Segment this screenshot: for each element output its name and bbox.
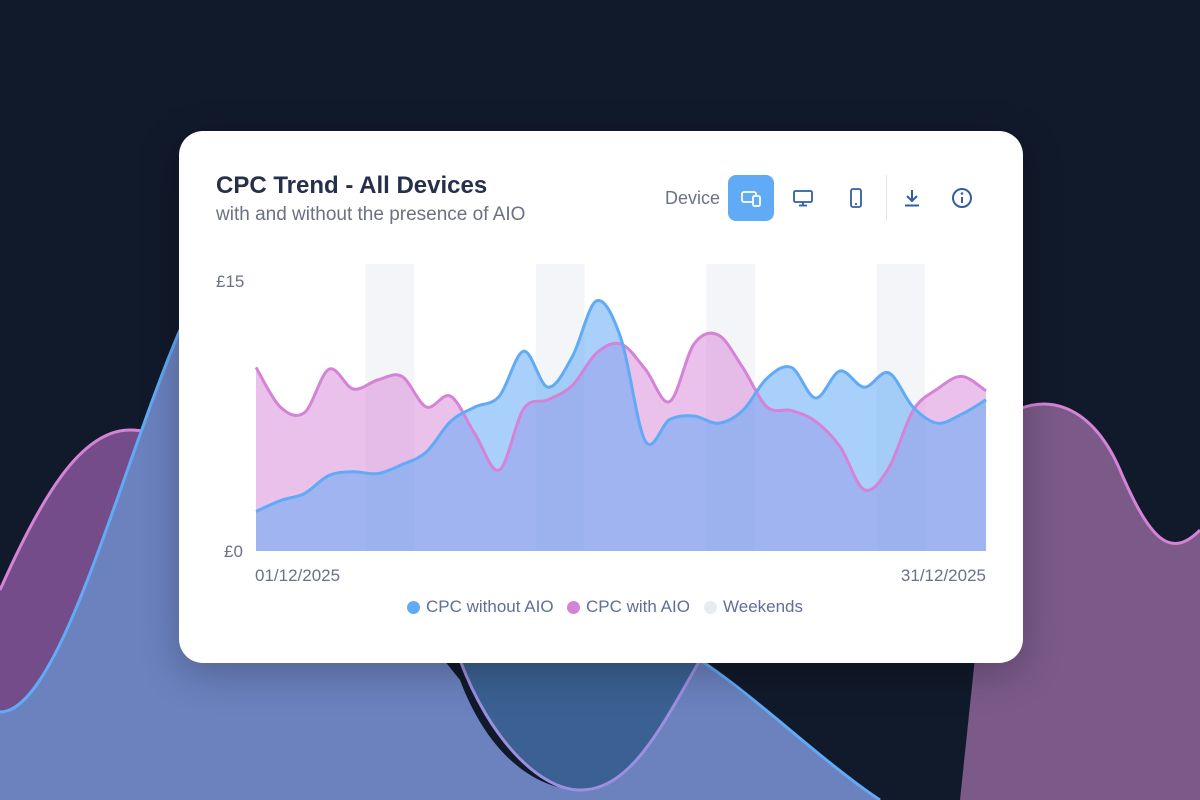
chart-title: CPC Trend - All Devices xyxy=(216,172,488,199)
bg-blue-line-right xyxy=(699,658,881,800)
legend-item-with-aio[interactable]: CPC with AIO xyxy=(567,596,690,618)
y-tick-max: £15 xyxy=(216,272,244,291)
bg-pink-line-right xyxy=(999,402,1200,545)
legend-item-weekends[interactable]: Weekends xyxy=(704,596,803,618)
download-icon xyxy=(905,190,919,207)
area-without-aio xyxy=(256,300,986,551)
device-label: Device xyxy=(665,188,721,208)
desktop-toggle[interactable] xyxy=(780,175,826,221)
legend-label-weekends: Weekends xyxy=(723,597,804,616)
info-icon xyxy=(952,188,972,208)
series-areas xyxy=(256,300,986,551)
cpc-trend-chart: £15 £0 01/12/2025 31/12/2025 xyxy=(216,264,987,585)
y-tick-min: £0 xyxy=(224,542,243,561)
download-button[interactable] xyxy=(889,175,935,221)
legend-label-without-aio: CPC without AIO xyxy=(426,597,554,616)
chart-subtitle: with and without the presence of AIO xyxy=(216,204,526,225)
all-devices-icon xyxy=(741,191,761,207)
legend-item-without-aio[interactable]: CPC without AIO xyxy=(407,596,554,618)
toolbar-divider xyxy=(886,175,887,221)
mobile-icon xyxy=(850,188,862,208)
mobile-toggle[interactable] xyxy=(833,175,879,221)
x-label-end: 31/12/2025 xyxy=(901,566,986,585)
series-lines xyxy=(254,299,987,513)
legend-dot-with-aio xyxy=(567,600,580,614)
x-label-start: 01/12/2025 xyxy=(255,566,340,585)
line-with-aio xyxy=(254,331,987,492)
legend-dot-without-aio xyxy=(407,600,420,614)
all-devices-toggle[interactable] xyxy=(728,175,774,221)
bg-blue-line xyxy=(0,329,182,714)
line-without-aio xyxy=(255,299,987,513)
desktop-icon xyxy=(793,190,813,207)
legend-dot-weekends xyxy=(704,600,717,614)
chart-card: CPC Trend - All Devices with and without… xyxy=(179,131,1023,663)
info-button[interactable] xyxy=(939,175,985,221)
bg-purple-line xyxy=(458,659,702,792)
legend-label-with-aio: CPC with AIO xyxy=(586,597,690,616)
